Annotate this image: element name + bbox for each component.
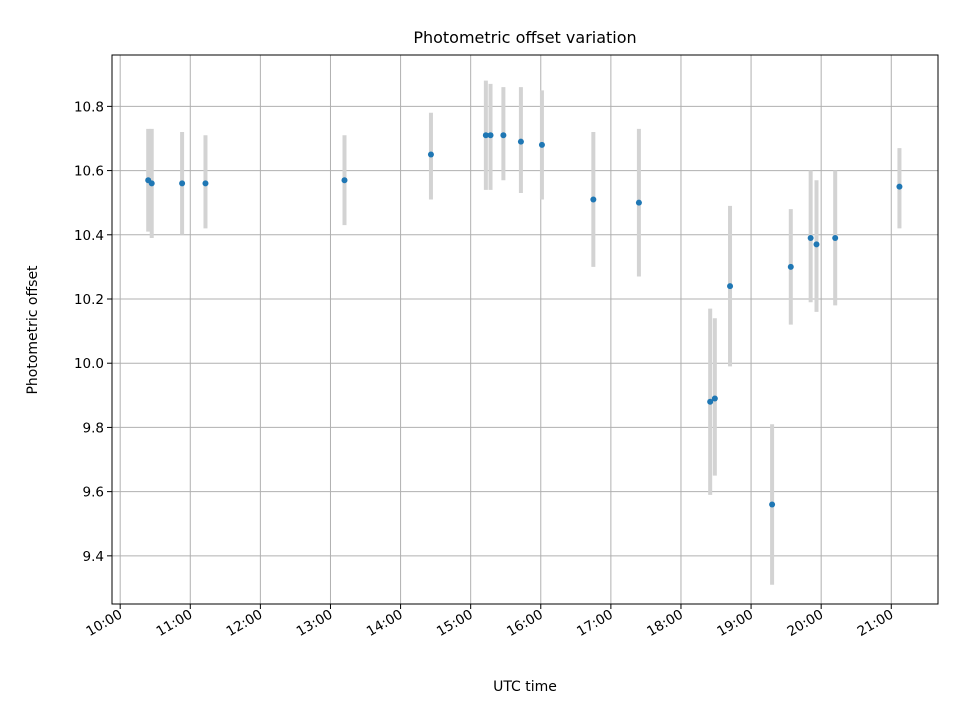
data-point (896, 183, 903, 190)
x-tick-label: 16:00 (504, 607, 546, 640)
data-point (813, 241, 820, 248)
x-tick-label: 20:00 (784, 607, 826, 640)
y-tick-label: 9.6 (83, 485, 104, 501)
data-point (179, 180, 186, 187)
data-point (727, 283, 734, 290)
data-point (590, 196, 597, 203)
data-point (787, 263, 794, 270)
data-point (517, 138, 524, 145)
x-tick-label: 14:00 (364, 607, 406, 640)
x-tick-label: 11:00 (154, 607, 196, 640)
x-tick-label: 12:00 (224, 607, 266, 640)
x-tick-label: 17:00 (574, 607, 616, 640)
data-point (487, 132, 494, 139)
data-point (707, 398, 714, 405)
data-point (341, 177, 348, 184)
x-tick-label: 15:00 (434, 607, 476, 640)
data-point (711, 395, 718, 402)
y-tick-label: 10.2 (74, 292, 104, 308)
chart-title: Photometric offset variation (413, 28, 636, 47)
y-axis-label: Photometric offset (25, 265, 41, 395)
x-tick-label: 13:00 (294, 607, 336, 640)
x-axis: 10:00 11:00 12:00 13:00 14:00 15:00 16:00 17:00… (83, 604, 896, 640)
data-point (482, 132, 489, 139)
data-point (635, 199, 642, 206)
y-tick-label: 9.8 (83, 420, 104, 436)
y-axis: 9.4 9.6 9.8 10.0 10.2 10.4 10.6 10.8 (74, 99, 112, 565)
y-tick-label: 10.4 (74, 228, 104, 244)
data-point (500, 132, 507, 139)
grid (112, 55, 938, 604)
data-point (148, 180, 155, 187)
plot-frame (111, 54, 939, 605)
data-points (145, 132, 903, 508)
data-point (832, 235, 839, 241)
data-point (202, 180, 209, 187)
y-tick-label: 9.4 (83, 549, 104, 565)
x-tick-label: 18:00 (644, 607, 686, 640)
y-tick-label: 10.0 (74, 356, 104, 372)
y-tick-label: 10.6 (74, 164, 104, 180)
x-tick-label: 21:00 (855, 607, 897, 640)
data-point (807, 235, 814, 241)
x-tick-label: 19:00 (714, 607, 756, 640)
x-axis-label: UTC time (493, 679, 557, 695)
error-bars (146, 80, 902, 585)
y-tick-label: 10.8 (74, 99, 104, 115)
data-point (769, 501, 776, 508)
data-point (427, 151, 434, 158)
data-point (538, 141, 545, 148)
x-tick-label: 10:00 (83, 607, 125, 640)
